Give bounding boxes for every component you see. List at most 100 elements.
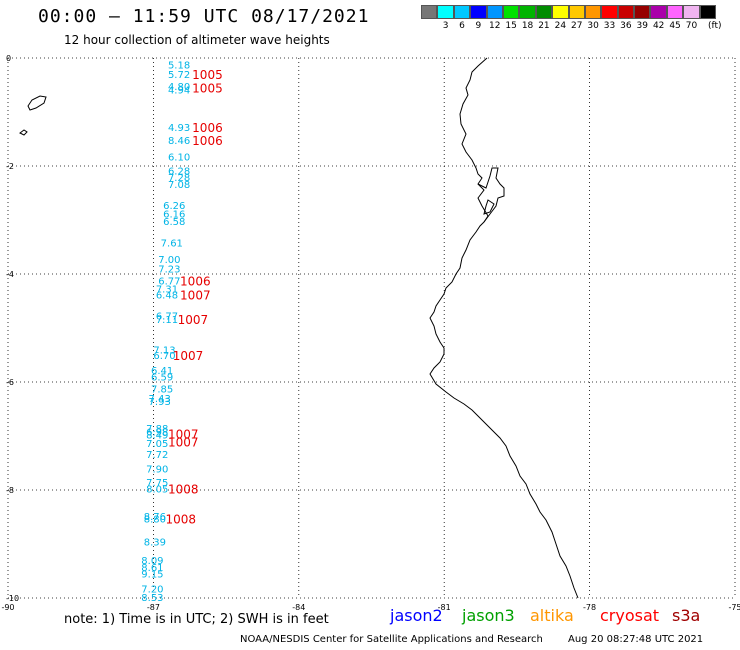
scale-label: 27 [570,21,583,31]
swh-value: 7.85 [151,384,173,395]
scale-swatch [601,5,618,19]
color-scale [421,5,717,19]
scale-swatch [502,5,520,19]
scale-swatch [617,5,635,19]
swh-value: 7.11 [156,315,178,326]
lat-tick-label: -10 [6,594,19,603]
scale-label: 45 [669,21,681,31]
scale-swatch [699,5,717,19]
galapagos-island-1 [27,95,47,111]
scale-swatch [568,5,585,19]
swh-value: 6.58 [163,217,185,228]
scale-label: 9 [475,21,482,31]
lon-tick-label: -81 [438,603,451,612]
pressure-value: 1007 [180,289,211,303]
scale-label: 24 [554,21,567,31]
swh-value: 7.72 [146,450,168,461]
swh-value: 8.53 [141,593,163,604]
pressure-value: 1007 [168,427,199,441]
lon-tick-label: -78 [583,603,596,612]
lat-tick-label: 0 [6,54,11,63]
swh-value: 7.23 [158,265,180,276]
swh-value: 7.31 [156,285,178,296]
pressure-value: 1008 [166,513,197,527]
lat-tick-label: -8 [6,486,14,495]
gulf-of-guayaquil [477,167,505,223]
swh-value: 8.80 [144,515,166,526]
swh-value: 4.93 [168,123,190,134]
pressure-value: 1007 [178,313,209,327]
swh-value: 6.77 [158,276,180,287]
map-subtitle: 12 hour collection of altimeter wave hei… [64,33,330,47]
swh-value: 9.15 [141,570,163,581]
scale-label: 18 [521,21,534,31]
scale-label: 6 [459,21,465,31]
swh-value: 5.18 [168,60,190,71]
map-grid: -90 -87 -84 -81 -78 -75 0 -2 -4 -6 -8 -10 [1,54,740,612]
swh-value: 4.80 [168,82,190,93]
pressure-value: 1006 [192,134,223,148]
swh-value: 8.05 [146,484,168,495]
scale-label: 70 [685,21,698,31]
scale-swatch [650,5,667,19]
pressure-value: 1007 [173,349,204,363]
swh-value: 6.77 [156,312,178,323]
coastline-path [429,57,579,599]
swh-value: 8.39 [144,537,166,548]
footnote: note: 1) Time is in UTC; 2) SWH is in fe… [64,612,329,627]
swh-value: 8.46 [168,136,190,147]
swh-value: 6.16 [163,210,185,221]
galapagos-island-2 [19,129,28,136]
swh-value: 8.49 [146,430,168,441]
pressure-value: 1007 [168,435,199,449]
scale-swatch [421,5,438,19]
scale-swatch [453,5,471,19]
lon-tick-label: -84 [292,603,305,612]
swh-value: 7.43 [149,394,171,405]
credit-line: NOAA/NESDIS Center for Satellite Applica… [240,634,543,645]
swh-value: 7.28 [168,173,190,184]
swh-value: 7.13 [153,346,175,357]
swh-value: 7.61 [161,239,183,250]
swh-value: 6.28 [168,166,190,177]
swh-value: 4.94 [168,85,190,96]
pressure-value: 1006 [192,121,223,135]
pressure-value: 1005 [192,82,223,96]
lat-tick-label: -6 [6,378,14,387]
swh-value: 7.88 [146,424,168,435]
swh-value: 8.76 [144,512,166,523]
swh-value: 7.90 [146,464,168,475]
lat-tick-label: -2 [6,162,14,171]
generated-timestamp: Aug 20 08:27:48 UTC 2021 [568,634,704,645]
swh-value: 6.48 [156,291,178,302]
swh-value: 7.00 [158,255,180,266]
swh-value: 5.72 [168,70,190,81]
swh-value: 6.10 [168,152,190,163]
scale-label: 12 [489,21,501,31]
swh-value: 7.20 [141,584,163,595]
scale-swatch [486,5,503,19]
scale-swatch [552,5,569,19]
scale-swatch [519,5,536,19]
satellite-label-jason3: jason3 [462,606,515,625]
color-scale-labels: 3 6 9 12 15 18 21 24 27 30 33 36 39 42 45 70 [421,21,700,31]
scale-swatch [437,5,454,19]
lat-tick-label: -4 [6,270,14,279]
scale-label: 30 [587,21,599,31]
scale-unit: (ft) [708,21,722,31]
scale-swatch [683,5,700,19]
swh-value: 7.75 [146,478,168,489]
swh-value: 6.98 [146,428,168,439]
swh-value: 6.70 [153,351,175,362]
scale-label: 36 [620,21,632,31]
scale-label: 39 [636,21,648,31]
scale-swatch [666,5,684,19]
lon-tick-label: -90 [1,603,14,612]
scale-label: 3 [442,21,449,31]
satellite-label-altika: altika [530,606,574,625]
scale-swatch [634,5,651,19]
lon-tick-label: -87 [147,603,160,612]
pressure-value: 1006 [180,274,211,288]
swh-value: 8.61 [141,563,163,574]
